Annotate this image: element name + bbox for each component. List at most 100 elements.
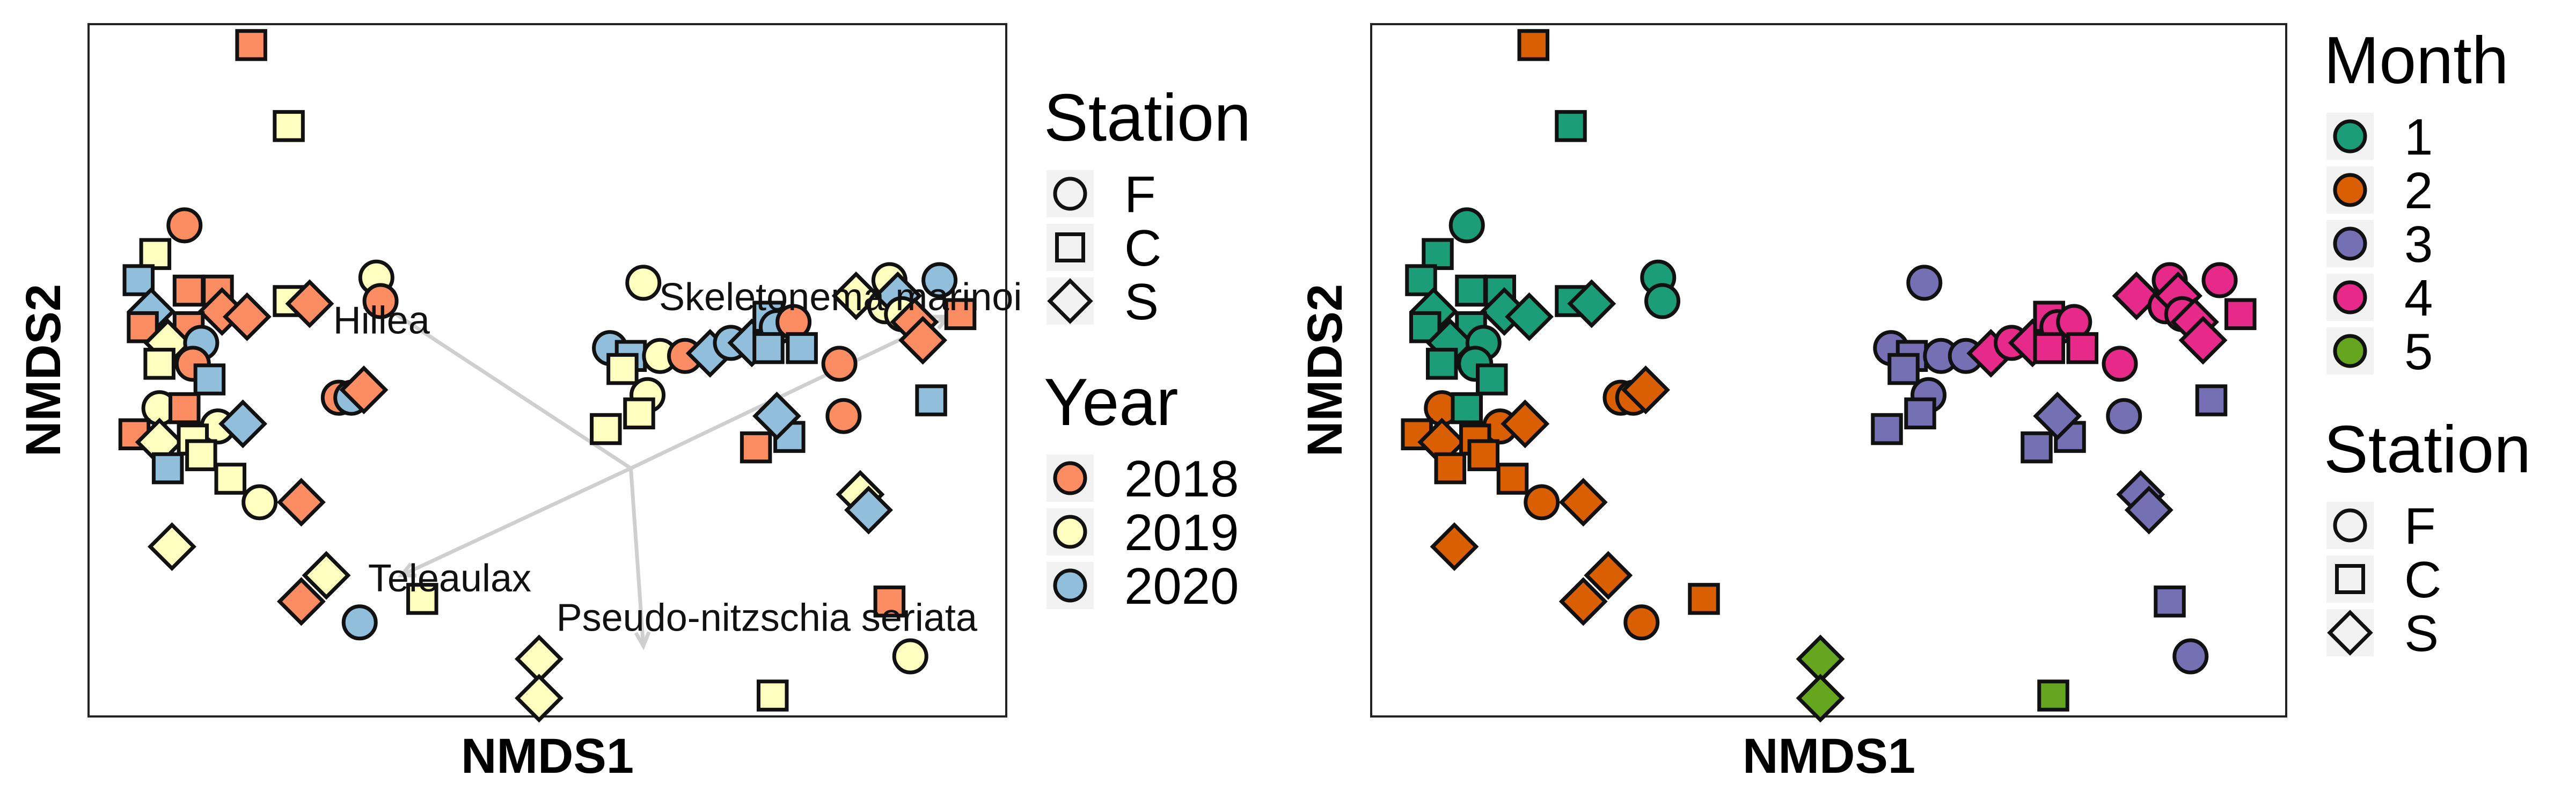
legend-key <box>2333 119 2367 153</box>
vector-line <box>367 294 632 470</box>
data-point <box>1796 674 1845 723</box>
legend-label: 2018 <box>1124 450 1239 508</box>
data-point <box>1558 577 1608 626</box>
data-point <box>2224 298 2257 331</box>
data-point <box>821 346 858 382</box>
panel-year: NMDS1 NMDS2 Hillea Skeletonema marinoi Tel… <box>16 23 1022 784</box>
data-point <box>1505 292 1554 341</box>
y-axis-title-1: NMDS2 <box>16 284 71 457</box>
legend-key <box>1047 278 1093 324</box>
data-point <box>1644 283 1680 319</box>
vector-line <box>628 468 646 646</box>
data-point <box>1623 604 1660 641</box>
data-point <box>1887 353 1920 385</box>
legend-key <box>2327 610 2373 656</box>
data-point <box>193 363 226 396</box>
legend-label: 1 <box>2404 108 2433 166</box>
legend-key <box>1053 515 1087 549</box>
y-axis-title-2: NMDS2 <box>1298 284 1352 457</box>
data-point <box>2106 398 2142 434</box>
data-point <box>339 365 389 414</box>
vector-arrowhead <box>397 562 416 578</box>
legend-label: 2019 <box>1124 504 1239 561</box>
data-point <box>1455 274 1487 307</box>
legend-key <box>1055 232 1085 262</box>
data-point <box>1476 363 1508 396</box>
data-point <box>831 271 881 320</box>
vector-label: Pseudo-nitzschia seriata <box>557 597 978 640</box>
data-point <box>892 638 928 675</box>
data-point <box>1871 413 1903 445</box>
legend-label: F <box>2404 497 2436 555</box>
legend-label: 3 <box>2404 216 2433 273</box>
data-point <box>285 279 334 328</box>
data-point <box>1904 397 1936 430</box>
legend-title: Station <box>1044 81 1251 155</box>
data-point <box>752 391 801 441</box>
data-point <box>273 110 305 142</box>
legend-title: Month <box>2324 24 2509 98</box>
data-point <box>1558 478 1608 527</box>
legend-key <box>1053 568 1087 603</box>
data-point <box>756 679 789 712</box>
data-point <box>241 484 278 521</box>
data-point <box>1448 207 1485 244</box>
legend-label: S <box>2404 605 2439 662</box>
data-point <box>139 238 172 270</box>
plot-panel-2 <box>1370 23 2287 718</box>
data-point <box>1430 522 1479 572</box>
legend-key <box>2333 280 2367 314</box>
data-point <box>148 522 196 572</box>
legend-title: Year <box>1044 365 1179 440</box>
legend-label: S <box>1124 273 1159 331</box>
data-point <box>2033 332 2065 364</box>
vector-label: Skeletonema marinoi <box>659 276 1022 319</box>
legend-label: 4 <box>2404 269 2433 327</box>
data-point <box>1621 365 1670 414</box>
panel-month: NMDS1 NMDS2 <box>1298 23 2287 784</box>
vector-label: Hillea <box>333 299 430 342</box>
data-point <box>2201 262 2238 298</box>
legend-label: F <box>1124 166 1156 223</box>
legend-key <box>1053 177 1087 211</box>
legend-label: C <box>1124 219 1161 277</box>
data-point <box>2037 679 2069 712</box>
data-point <box>1555 110 1587 142</box>
x-axis-title-2: NMDS1 <box>1743 729 1915 784</box>
data-point <box>143 348 175 380</box>
data-point <box>844 485 893 535</box>
data-point <box>944 298 977 331</box>
data-point <box>2195 384 2228 416</box>
vector-line <box>630 315 949 470</box>
data-point <box>1688 583 1720 615</box>
data-point <box>235 29 267 61</box>
data-point <box>825 398 862 434</box>
legend-label: C <box>2404 551 2441 609</box>
data-point <box>1451 392 1483 425</box>
data-point <box>1517 29 1549 61</box>
data-point <box>406 583 438 615</box>
data-point <box>625 265 662 301</box>
data-point <box>222 292 272 341</box>
data-point <box>1501 399 1550 449</box>
data-point <box>166 207 203 244</box>
data-point <box>151 452 184 485</box>
legend-title: Station <box>2324 413 2531 487</box>
data-point <box>2102 346 2138 382</box>
data-point <box>2033 391 2082 441</box>
data-point <box>172 274 205 307</box>
data-point <box>214 463 247 495</box>
data-point <box>873 586 906 618</box>
data-point <box>915 384 947 416</box>
data-point <box>1524 484 1560 521</box>
data-point <box>2066 332 2098 364</box>
data-point <box>276 478 326 527</box>
data-point <box>362 283 399 319</box>
species-vectors <box>364 293 952 650</box>
data-point <box>276 577 326 626</box>
data-point <box>2154 586 2186 618</box>
legend-label: 2020 <box>1124 558 1239 615</box>
